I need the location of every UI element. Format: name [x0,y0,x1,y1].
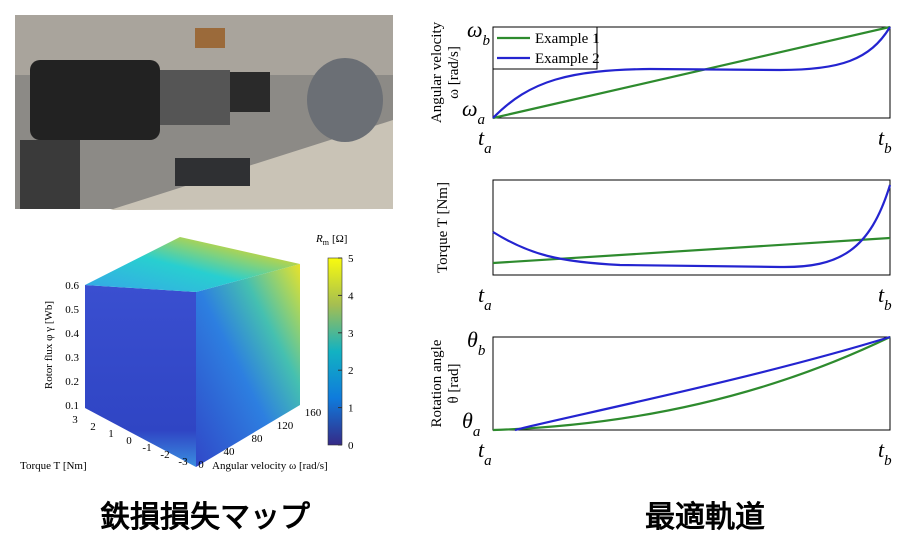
symbol: t [878,437,885,462]
subscript: m [323,238,330,247]
symbol-label: tb [878,125,892,157]
speed-axis-label: Angular velocity ω [rad/s] [212,460,328,472]
colorbar-tick-label: 2 [348,365,354,377]
subscript: a [484,298,492,314]
z-tick-label: 0.3 [65,352,79,364]
caption: 最適軌道 [645,500,765,535]
symbol: ω [462,96,478,121]
speed-tick-label: 160 [305,407,322,419]
legend-label: Example 1 [535,31,600,47]
cube-plot [85,237,343,467]
subscript: b [483,33,491,49]
torque-tick-label: 3 [72,414,78,426]
subscript: a [473,424,481,440]
symbol-label: ωa [462,96,485,128]
y-axis-label: Torque T [Nm] [435,182,451,273]
colorbar-label: Rm [Ω] [315,233,347,247]
torque-axis-label: Torque T [Nm] [20,460,87,472]
subscript: b [478,343,486,359]
colorbar-tick-label: 3 [348,328,354,340]
y-axis-label: Angular velocity [429,21,445,123]
z-tick-label: 0.6 [65,280,79,292]
colorbar-tick-label: 5 [348,253,354,265]
plot-frame [492,26,891,119]
colorbar [327,257,343,446]
subscript: b [884,298,892,314]
z-tick-label: 0.5 [65,304,79,316]
torque-tick-label: 2 [90,421,96,433]
cube-top-face [85,237,300,292]
z-axis-label: Rotor flux φ γ [Wb] [43,301,55,389]
curve-example-2 [514,335,891,432]
symbol-label: tb [878,282,892,314]
symbol-label: θa [462,408,480,440]
z-tick-label: 0.4 [65,328,79,340]
symbol: θ [467,327,478,352]
curve-example-2 [492,184,892,269]
unit: [Ω] [332,233,348,245]
symbol: θ [462,408,473,433]
z-tick-label: 0.2 [65,376,79,388]
speed-tick-label: 80 [252,433,264,445]
symbol: t [478,437,485,462]
colorbar-tick-label: 0 [348,440,354,452]
colorbar-tick-label: 1 [348,403,354,415]
curve-example-2 [492,26,891,119]
cube-left-face [85,285,196,467]
curve-example-1 [492,236,891,265]
z-tick-label: 0.1 [65,400,79,412]
subscript: b [884,141,892,157]
photo [15,15,393,210]
plot-frame [492,336,891,431]
torque-tick-label: -3 [178,456,188,468]
torque-tick-label: 1 [108,428,114,440]
symbol-label: tb [878,437,892,469]
symbol-label: ta [478,437,492,469]
subscript: b [884,453,892,469]
symbol-label: ta [478,282,492,314]
line-plots [492,25,892,432]
y-axis-label: Rotation angle [429,339,445,427]
symbol: t [478,125,485,150]
symbol: R [315,233,323,245]
curve-example-1 [492,336,891,432]
y-axis-label: θ [rad] [446,363,462,403]
plot-frame [492,179,891,276]
legend-box [492,26,598,70]
torque-tick-label: -1 [142,442,151,454]
torque-tick-label: -2 [160,449,169,461]
curve-example-1 [492,25,891,120]
cube-right-face [196,264,300,467]
symbol: t [878,125,885,150]
symbol-label: ta [478,125,492,157]
symbol-label: θb [467,327,486,359]
torque-tick-label: 0 [126,435,132,447]
symbol: ω [467,17,483,42]
caption: 鉄損損失マップ [100,500,311,535]
subscript: a [484,141,492,157]
symbol-label: ωb [467,17,491,49]
subscript: a [478,112,486,128]
speed-tick-label: 40 [224,446,236,458]
legend-label: Example 2 [535,51,600,67]
speed-tick-label: 0 [198,459,204,471]
symbol: t [478,282,485,307]
y-axis-label: ω [rad/s] [446,46,462,99]
speed-tick-label: 120 [277,420,294,432]
symbol: t [878,282,885,307]
subscript: a [484,453,492,469]
colorbar-tick-label: 4 [348,290,354,302]
